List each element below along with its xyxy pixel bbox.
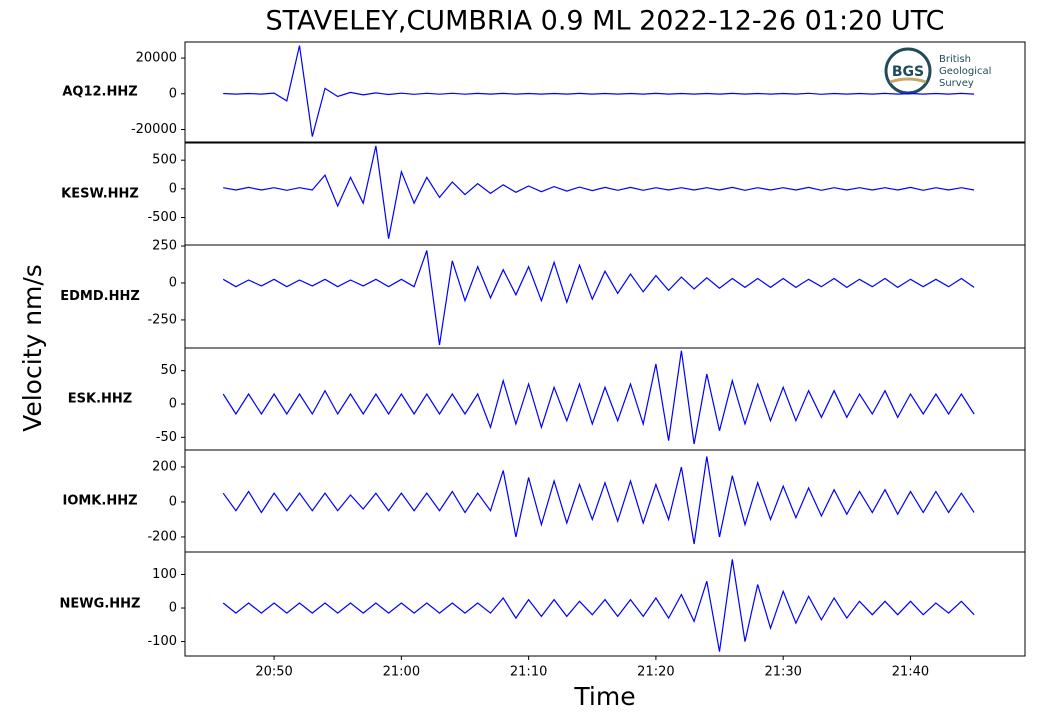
- logo-text: British: [939, 54, 971, 65]
- trace: [222, 456, 975, 545]
- logo-text: Survey: [939, 78, 974, 89]
- y-tick-label: -20000: [131, 122, 177, 137]
- x-tick-label: 21:40: [892, 665, 929, 680]
- panel-frame: [184, 142, 1026, 246]
- x-tick-label: 21:20: [637, 665, 674, 680]
- station-label: ESK.HHZ: [68, 392, 132, 407]
- trace: [223, 45, 975, 137]
- y-tick-label: -100: [147, 634, 177, 649]
- y-tick-label: 500: [152, 153, 177, 168]
- y-axis-label: Velocity nm/s: [18, 264, 47, 432]
- logo-text: Geological: [939, 66, 991, 77]
- y-tick-label: -50: [156, 430, 177, 445]
- trace: [222, 559, 975, 652]
- y-tick-label: -250: [147, 312, 177, 327]
- panel-frame: [184, 449, 1026, 553]
- x-tick-label: 21:10: [510, 665, 547, 680]
- y-tick-label: 0: [169, 181, 177, 196]
- y-tick-label: 250: [152, 239, 177, 254]
- trace: [223, 145, 975, 239]
- y-tick-label: 50: [160, 363, 177, 378]
- logo: BGS British Geological Survey: [884, 47, 991, 95]
- panel-frame: [184, 551, 1026, 657]
- x-tick-label: 21:30: [764, 665, 801, 680]
- y-tick-label: -500: [147, 210, 177, 225]
- x-tick-label: 20:50: [255, 665, 292, 680]
- y-tick-label: 0: [169, 86, 177, 101]
- trace: [222, 350, 975, 445]
- y-tick-label: 200: [152, 459, 177, 474]
- y-tick-label: 0: [169, 275, 177, 290]
- y-tick-label: -200: [147, 529, 177, 544]
- panel-frame: [184, 244, 1026, 349]
- station-label: NEWG.HHZ: [60, 597, 141, 612]
- y-tick-label: 20000: [136, 51, 177, 66]
- panel-frame: [184, 347, 1026, 451]
- station-label: AQ12.HHZ: [62, 85, 137, 100]
- logo-wave: [889, 77, 927, 84]
- logo-initials: BGS: [892, 64, 924, 80]
- station-label: KESW.HHZ: [61, 187, 139, 202]
- logo-ring: [884, 47, 932, 95]
- x-tick-label: 21:00: [383, 665, 420, 680]
- station-label: EDMD.HHZ: [60, 289, 140, 304]
- y-tick-label: 0: [169, 601, 177, 616]
- x-axis-label: Time: [573, 682, 635, 711]
- y-tick-label: 0: [169, 494, 177, 509]
- chart-title: STAVELEY,CUMBRIA 0.9 ML 2022-12-26 01:20…: [265, 6, 944, 37]
- panel-frame: [184, 41, 1026, 143]
- y-tick-label: 0: [169, 397, 177, 412]
- trace: [222, 250, 975, 346]
- station-label: IOMK.HHZ: [62, 494, 137, 509]
- y-tick-label: 100: [152, 567, 177, 582]
